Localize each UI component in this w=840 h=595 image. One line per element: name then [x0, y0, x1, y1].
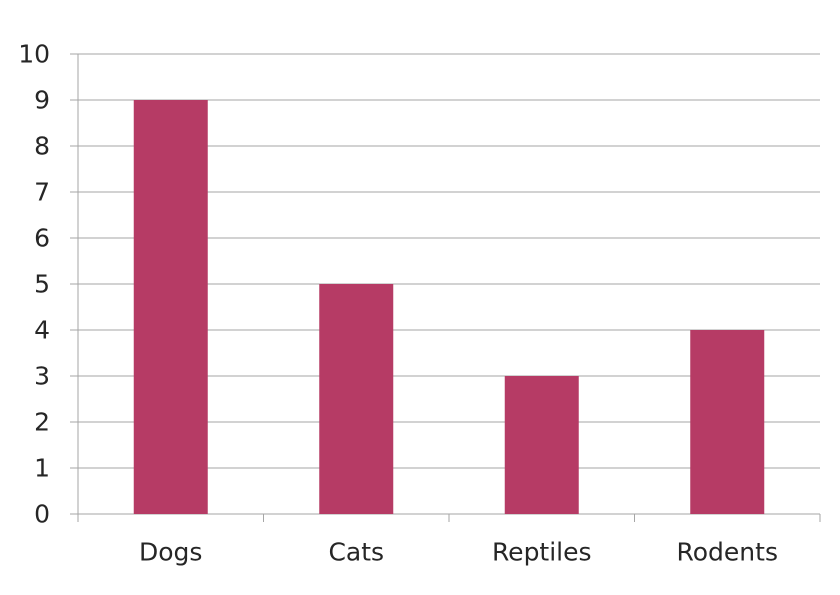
category-labels: Dogs Cats Reptiles Rodents: [139, 538, 778, 567]
x-tick-label: Cats: [328, 538, 384, 567]
bar-reptiles: [504, 376, 579, 514]
y-tick-label: 2: [34, 408, 50, 437]
bar-rodents: [690, 330, 765, 514]
y-tick-label: 6: [34, 224, 50, 253]
y-tick-label: 0: [34, 500, 50, 529]
y-tick-label: 7: [34, 178, 50, 207]
bars: [133, 100, 765, 514]
y-tick-labels: 0 1 2 3 4 5 6 7 8 9 10: [18, 40, 50, 529]
y-tick-label: 10: [18, 40, 50, 69]
x-tick-label: Dogs: [139, 538, 202, 567]
y-tick-label: 3: [34, 362, 50, 391]
y-tick-label: 5: [34, 270, 50, 299]
y-tick-label: 9: [34, 86, 50, 115]
y-tick-label: 8: [34, 132, 50, 161]
x-tick-label: Rodents: [677, 538, 778, 567]
bar-dogs: [133, 100, 208, 514]
y-tick-label: 4: [34, 316, 50, 345]
y-tick-label: 1: [34, 454, 50, 483]
x-tick-label: Reptiles: [492, 538, 592, 567]
bar-cats: [319, 284, 394, 514]
